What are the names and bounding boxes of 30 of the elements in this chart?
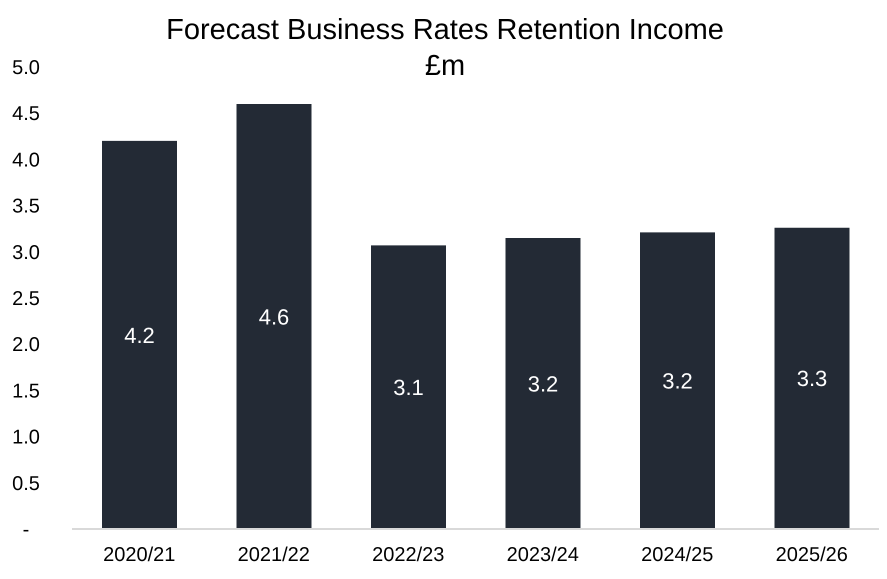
y-tick-label: 2.5: [12, 288, 40, 310]
y-tick-label: -: [22, 519, 30, 541]
x-tick-label: 2020/21: [103, 544, 176, 566]
bar: [371, 245, 446, 529]
y-tick-label: 0.5: [12, 472, 40, 495]
bar: [236, 104, 312, 529]
bar: [774, 228, 850, 529]
bar: [506, 238, 580, 529]
y-tick-label: 5.0: [12, 57, 40, 79]
data-label: 4.2: [124, 322, 155, 348]
bar: [640, 232, 715, 529]
bar: [102, 140, 177, 529]
x-tick-label: 2024/25: [641, 544, 714, 566]
y-tick-label: 1.5: [12, 380, 40, 402]
y-tick-label: 2.0: [12, 334, 40, 356]
data-label: 4.6: [258, 304, 290, 330]
data-label: 3.2: [662, 368, 693, 394]
chart-title: Forecast Business Rates Retention Income £m: [165, 13, 725, 84]
y-tick-label: 1.0: [12, 426, 40, 449]
x-tick-label: 2023/24: [506, 544, 579, 566]
data-label: 3.3: [796, 366, 828, 392]
x-tick-label: 2022/23: [372, 544, 444, 566]
y-tick-label: 3.5: [12, 196, 40, 218]
y-tick-label: 4.0: [12, 149, 40, 172]
data-label: 3.1: [393, 374, 424, 400]
data-label: 3.2: [528, 371, 558, 396]
y-tick-label: 3.0: [12, 242, 40, 264]
x-tick-label: 2025/26: [776, 544, 848, 566]
x-tick-label: 2021/22: [238, 544, 310, 566]
y-tick-label: 4.5: [12, 103, 40, 126]
